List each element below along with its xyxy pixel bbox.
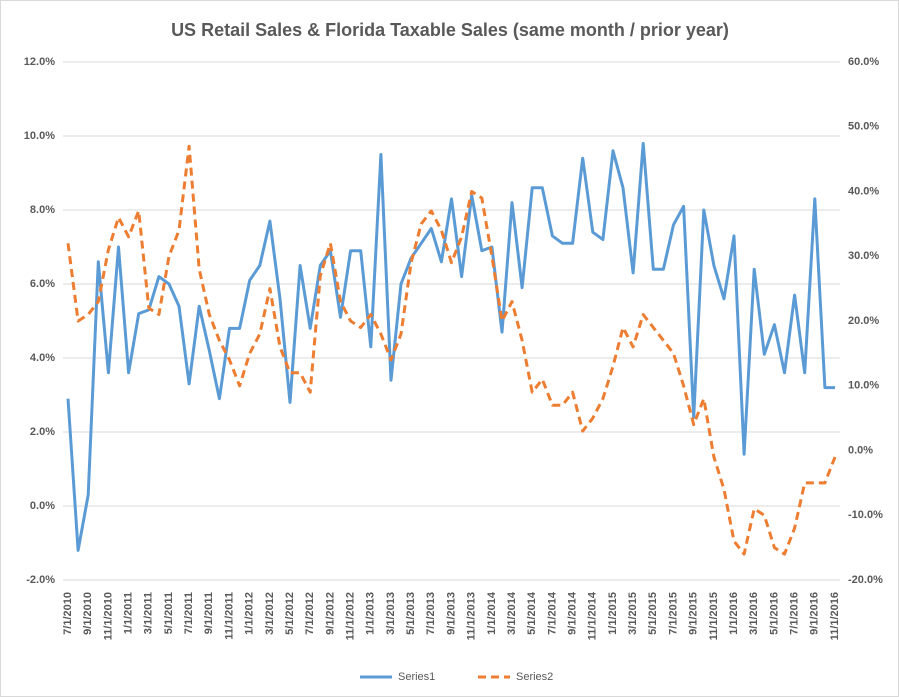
x-tick-label: 3/1/2015: [627, 592, 639, 635]
x-tick-label: 3/1/2011: [143, 592, 155, 634]
y2-tick-label: 0.0%: [848, 444, 873, 456]
y-tick-label: 10.0%: [24, 130, 55, 142]
x-tick-label: 7/1/2013: [425, 592, 437, 635]
x-tick-label: 5/1/2015: [647, 592, 659, 635]
y-tick-label: 6.0%: [30, 278, 55, 290]
y-tick-label: -2.0%: [26, 574, 55, 586]
y-tick-label: 2.0%: [30, 426, 55, 438]
x-tick-label: 5/1/2011: [163, 592, 175, 634]
x-tick-label: 11/1/2015: [708, 592, 720, 640]
y2-tick-label: -20.0%: [848, 574, 883, 586]
x-tick-label: 11/1/2013: [466, 592, 478, 640]
y-tick-label: 8.0%: [30, 204, 55, 216]
x-tick-label: 11/1/2010: [102, 592, 114, 640]
y-tick-label: 0.0%: [30, 500, 55, 512]
x-tick-label: 1/1/2011: [122, 592, 134, 634]
x-tick-label: 9/1/2015: [688, 592, 700, 635]
x-tick-label: 5/1/2013: [405, 592, 417, 635]
x-tick-label: 1/1/2014: [486, 591, 498, 635]
x-tick-label: 11/1/2014: [587, 591, 599, 640]
x-tick-label: 9/1/2011: [203, 592, 215, 634]
y2-tick-label: 50.0%: [848, 121, 879, 133]
x-tick-label: 5/1/2016: [768, 592, 780, 635]
series-line: [66, 141, 835, 552]
x-tick-label: 7/1/2010: [62, 592, 74, 635]
x-tick-label: 7/1/2014: [546, 591, 558, 635]
x-tick-label: 9/1/2013: [445, 592, 457, 635]
x-tick-label: 1/1/2016: [728, 592, 740, 635]
x-tick-label: 1/1/2015: [607, 592, 619, 635]
y2-tick-label: 10.0%: [848, 380, 879, 392]
x-tick-label: 9/1/2014: [566, 591, 578, 635]
y2-tick-label: -10.0%: [848, 509, 883, 521]
x-tick-label: 7/1/2011: [183, 592, 195, 634]
x-tick-label: 3/1/2014: [506, 591, 518, 635]
x-tick-label: 1/1/2012: [244, 592, 256, 635]
x-tick-label: 7/1/2012: [304, 592, 316, 635]
x-tick-label: 5/1/2014: [526, 591, 538, 635]
legend-label: Series1: [398, 671, 435, 683]
x-tick-label: 11/1/2012: [344, 592, 356, 640]
chart-title: US Retail Sales & Florida Taxable Sales …: [171, 20, 729, 40]
x-tick-label: 9/1/2012: [324, 592, 336, 635]
y2-tick-label: 30.0%: [848, 250, 879, 262]
series-line: [66, 144, 837, 556]
x-tick-label: 3/1/2013: [385, 592, 397, 635]
y-tick-label: 12.0%: [24, 56, 55, 68]
x-tick-label: 11/1/2011: [223, 592, 235, 640]
y2-tick-label: 60.0%: [848, 56, 879, 68]
x-tick-label: 9/1/2016: [809, 592, 821, 635]
x-tick-label: 1/1/2013: [365, 592, 377, 635]
x-tick-label: 7/1/2016: [788, 592, 800, 635]
x-tick-label: 5/1/2012: [284, 592, 296, 635]
x-tick-label: 7/1/2015: [667, 592, 679, 635]
y2-tick-label: 40.0%: [848, 185, 879, 197]
x-tick-label: 3/1/2016: [748, 592, 760, 635]
legend-label: Series2: [516, 671, 553, 683]
x-tick-label: 11/1/2016: [829, 592, 841, 640]
y2-tick-label: 20.0%: [848, 315, 879, 327]
x-tick-label: 9/1/2010: [82, 592, 94, 635]
y-tick-label: 4.0%: [30, 352, 55, 364]
x-tick-label: 3/1/2012: [264, 592, 276, 635]
